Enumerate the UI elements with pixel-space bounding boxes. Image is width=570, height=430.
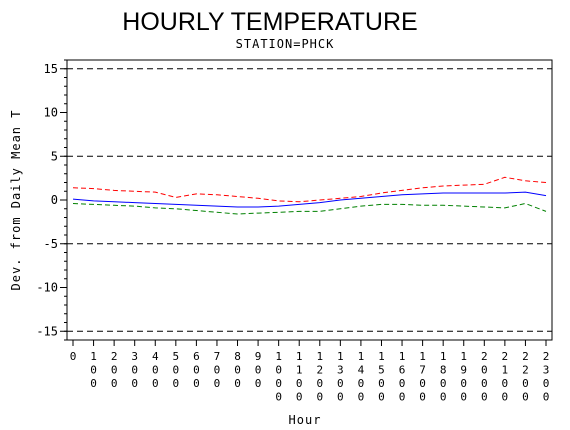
y-tick-label: -15 xyxy=(36,324,58,338)
y-tick-label: -10 xyxy=(36,281,58,295)
y-tick-label: 15 xyxy=(44,62,58,76)
plot-area: -15 -10 -5 0 5 10 15 0 1 0 0 2 0 0 3 0 0 4 0 0 5 0 0 6 0 0 7 0 0 8 0 0 9… xyxy=(36,59,553,404)
series-line-2 xyxy=(72,202,547,215)
x-tick-label: 0 xyxy=(70,350,77,363)
x-axis-label: Hour xyxy=(289,413,322,427)
chart-subtitle: STATION=PHCK xyxy=(236,37,335,51)
series-line-0 xyxy=(72,176,547,203)
y-tick-label: 10 xyxy=(44,106,58,120)
plot-frame xyxy=(66,59,553,341)
y-tick-label: 5 xyxy=(51,149,58,163)
chart-title: HOURLY TEMPERATURE xyxy=(122,8,417,36)
y-axis-label: Dev. from Daily Mean T xyxy=(9,110,23,291)
y-tick-label: 0 xyxy=(51,193,58,207)
series-line-1 xyxy=(72,191,547,208)
y-tick-label: -5 xyxy=(44,237,58,251)
